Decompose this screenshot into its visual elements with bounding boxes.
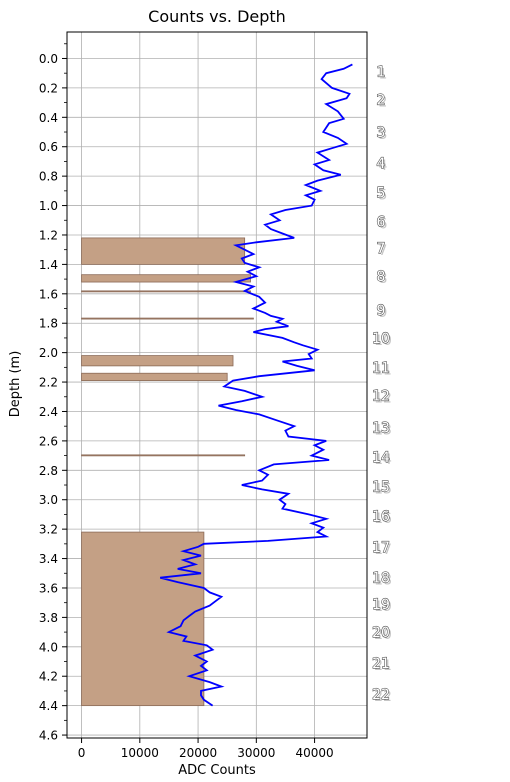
y-tick-label: 0.0 xyxy=(39,52,58,66)
y-axis-label: Depth (m) xyxy=(8,351,23,418)
y-tick-label: 3.6 xyxy=(39,581,58,595)
fill-band xyxy=(81,237,246,265)
x-tick-label: 10000 xyxy=(121,746,159,760)
segment-label-shadow: 20 xyxy=(374,627,392,643)
x-axis-ticks: 0 10000 20000 30000 40000 xyxy=(78,738,334,760)
fill-band xyxy=(81,531,205,707)
y-tick-label: 0.6 xyxy=(39,140,58,154)
segment-labels: 1122334455667788991010111112121313141415… xyxy=(371,64,392,705)
segment-label-shadow: 8 xyxy=(379,271,388,287)
y-tick-label: 0.8 xyxy=(39,170,58,184)
segment-label-shadow: 10 xyxy=(374,333,392,349)
segment-label: 18 xyxy=(372,571,390,587)
segment-label-shadow: 18 xyxy=(374,573,392,589)
y-tick-label: 3.0 xyxy=(39,493,58,507)
y-tick-label: 2.2 xyxy=(39,376,58,390)
segment-label-shadow: 3 xyxy=(379,127,388,143)
segment-label: 9 xyxy=(377,303,386,319)
y-tick-label: 2.8 xyxy=(39,464,58,478)
segment-label-shadow: 17 xyxy=(374,542,392,558)
segment-label: 12 xyxy=(372,388,390,404)
segment-label: 19 xyxy=(372,597,390,613)
segment-label-shadow: 11 xyxy=(374,362,392,378)
segment-label: 2 xyxy=(377,93,386,109)
x-tick-label: 30000 xyxy=(237,746,275,760)
segment-label: 13 xyxy=(372,421,390,437)
fill-band xyxy=(81,290,251,293)
segment-label: 22 xyxy=(372,687,390,703)
y-tick-label: 2.0 xyxy=(39,346,58,360)
segment-label: 7 xyxy=(377,241,386,257)
segment-label: 16 xyxy=(372,509,390,525)
segment-label-shadow: 22 xyxy=(374,689,392,705)
segment-label-shadow: 6 xyxy=(379,217,388,233)
series-line xyxy=(159,63,353,707)
segment-label: 3 xyxy=(377,125,386,141)
segment-label: 20 xyxy=(372,625,390,641)
y-tick-label: 1.8 xyxy=(39,317,58,331)
chart-title: Counts vs. Depth xyxy=(148,7,286,26)
segment-label: 10 xyxy=(372,331,390,347)
y-tick-label: 4.2 xyxy=(39,670,58,684)
segment-label-shadow: 5 xyxy=(379,187,388,203)
fill-band xyxy=(81,454,246,457)
y-tick-label: 4.0 xyxy=(39,640,58,654)
segment-label-shadow: 7 xyxy=(379,243,388,259)
fill-band xyxy=(81,274,251,283)
segment-label: 4 xyxy=(377,156,386,172)
fill-band xyxy=(81,355,234,367)
plot-frame xyxy=(66,31,368,739)
y-tick-label: 1.2 xyxy=(39,228,58,242)
segment-label: 8 xyxy=(377,269,386,285)
y-tick-label: 0.2 xyxy=(39,81,58,95)
y-tick-label: 0.4 xyxy=(39,111,58,125)
segment-label: 1 xyxy=(377,65,386,81)
segment-label-shadow: 4 xyxy=(379,158,388,174)
y-tick-label: 1.4 xyxy=(39,258,58,272)
fill-band xyxy=(81,372,228,381)
segment-label-shadow: 19 xyxy=(374,599,392,615)
y-tick-label: 1.6 xyxy=(39,287,58,301)
segment-label: 6 xyxy=(377,215,386,231)
segment-label-shadow: 13 xyxy=(374,423,392,439)
segment-label-shadow: 1 xyxy=(379,67,388,83)
segment-label: 17 xyxy=(372,540,390,556)
segment-label-shadow: 21 xyxy=(374,658,392,674)
y-tick-label: 4.4 xyxy=(39,699,58,713)
y-tick-label: 4.6 xyxy=(39,729,58,743)
segment-label: 11 xyxy=(372,360,390,376)
y-axis-ticks: 0.0 0.2 0.4 0.6 0.8 1.0 1.2 1.4 1.6 1.8 2.0 2.2 2.4 2… xyxy=(39,43,67,743)
segment-label-shadow: 15 xyxy=(374,481,392,497)
y-tick-label: 2.4 xyxy=(39,405,58,419)
segment-label-shadow: 2 xyxy=(379,95,388,111)
fill-bands xyxy=(81,237,254,707)
x-tick-label: 40000 xyxy=(295,746,333,760)
segment-label: 14 xyxy=(372,450,390,466)
segment-label-shadow: 9 xyxy=(379,305,388,321)
x-axis-label: ADC Counts xyxy=(178,763,256,778)
y-tick-label: 1.0 xyxy=(39,199,58,213)
segment-label-shadow: 16 xyxy=(374,511,392,527)
segment-label: 21 xyxy=(372,656,390,672)
x-tick-label: 0 xyxy=(78,746,86,760)
segment-label: 15 xyxy=(372,479,390,495)
segment-label: 5 xyxy=(377,185,386,201)
y-tick-label: 2.6 xyxy=(39,434,58,448)
segment-label-shadow: 12 xyxy=(374,390,392,406)
x-tick-label: 20000 xyxy=(179,746,217,760)
segment-label-shadow: 14 xyxy=(374,452,392,468)
y-tick-label: 3.4 xyxy=(39,552,58,566)
y-tick-label: 3.8 xyxy=(39,611,58,625)
fill-band xyxy=(81,317,254,320)
y-tick-label: 3.2 xyxy=(39,523,58,537)
